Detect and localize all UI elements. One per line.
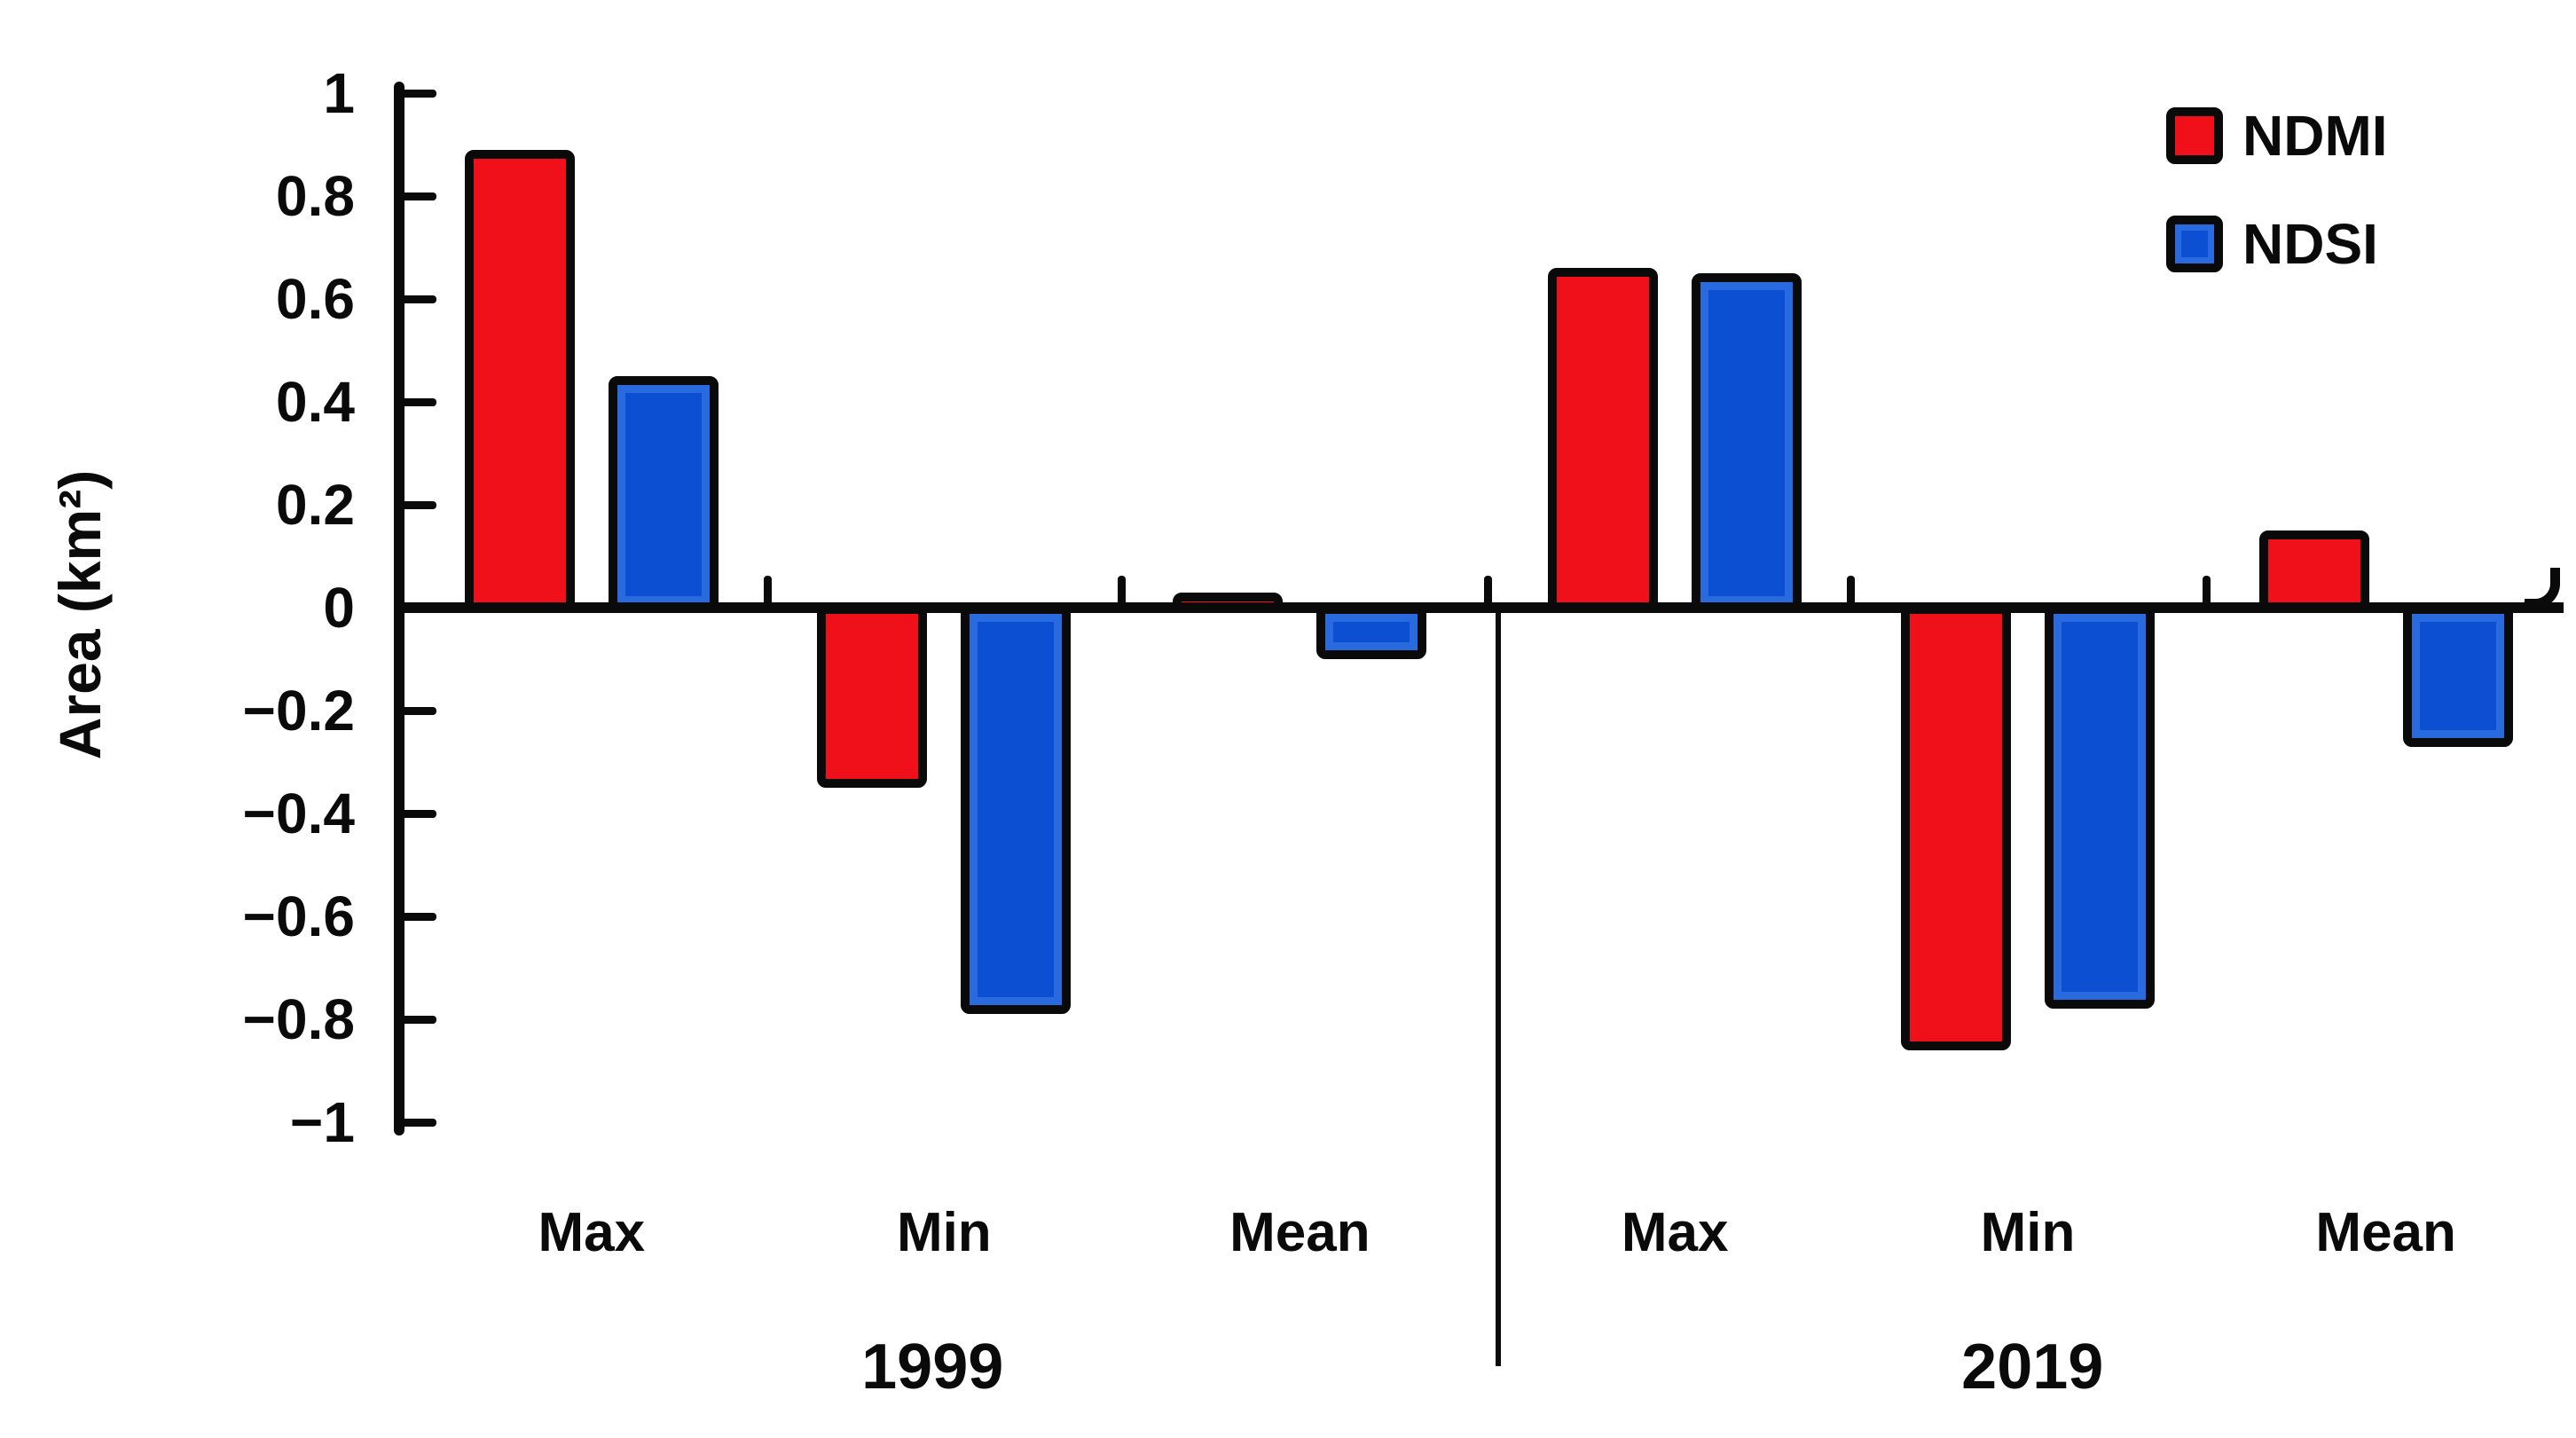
y-axis-tick	[399, 500, 436, 509]
y-axis-tick	[399, 809, 436, 818]
y-tick-label: 1	[323, 61, 355, 125]
y-tick-label: 0.2	[276, 473, 355, 537]
bar-ndmi-1999-min	[817, 605, 928, 788]
y-tick-label: −1	[290, 1090, 355, 1154]
bar-ndmi-1999-max	[464, 149, 575, 613]
bar-ndmi-2019-min	[1901, 605, 2012, 1050]
x-category-label-max-1999: Max	[538, 1202, 646, 1263]
x-category-label-mean-2019: Mean	[2315, 1202, 2456, 1263]
x-axis-tick	[1118, 576, 1127, 606]
x-category-label-mean-1999: Mean	[1229, 1202, 1370, 1263]
y-axis-tick	[399, 192, 436, 200]
bar-ndsi-2019-min	[2045, 605, 2156, 1010]
ndsi-legend-swatch	[2166, 216, 2223, 272]
bar-ndsi-1999-mean	[1316, 605, 1427, 659]
bar-ndmi-2019-max	[1548, 268, 1659, 613]
y-axis-tick	[399, 912, 436, 921]
y-axis-tick	[399, 1015, 436, 1024]
y-tick-label: 0.4	[276, 370, 355, 434]
x-category-label-min-1999: Min	[896, 1202, 992, 1263]
y-axis-title: Area (km²)	[47, 469, 113, 760]
year-group-divider-line	[1496, 602, 1501, 1366]
ndmi-legend-label: NDMI	[2242, 104, 2388, 168]
bar-ndsi-2019-max	[1692, 273, 1802, 613]
bar-ndsi-1999-max	[608, 376, 719, 613]
x-axis-tick	[763, 576, 772, 606]
year-group-label-1999: 1999	[861, 1332, 1004, 1403]
y-tick-label: −0.4	[242, 782, 355, 845]
legend-row-ndmi: NDMI	[2166, 105, 2388, 167]
x-axis-tick	[1847, 576, 1856, 606]
y-axis-tick	[399, 397, 436, 406]
y-tick-label: 0.6	[276, 267, 355, 331]
x-category-label-max-2019: Max	[1621, 1202, 1729, 1263]
y-axis-tick	[399, 295, 436, 303]
bar-ndsi-1999-min	[961, 605, 1072, 1015]
x-axis-baseline	[394, 602, 2564, 613]
legend-row-ndsi: NDSI	[2166, 213, 2388, 275]
ndsi-legend-label: NDSI	[2242, 212, 2378, 276]
year-group-label-2019: 2019	[1961, 1332, 2104, 1403]
y-axis-tick	[399, 89, 436, 98]
y-tick-label: 0	[323, 576, 355, 640]
x-axis-tick	[2202, 576, 2211, 606]
y-axis-tick	[399, 1118, 436, 1127]
bar-ndsi-2019-mean	[2402, 605, 2513, 747]
y-tick-label: 0.8	[276, 164, 355, 228]
bar-ndmi-2019-mean	[2258, 530, 2369, 613]
x-axis-tick	[1483, 576, 1492, 606]
y-tick-label: −0.2	[242, 679, 355, 743]
legend: NDMI NDSI	[2166, 105, 2388, 321]
ndmi-legend-swatch	[2166, 107, 2223, 164]
x-category-label-min-2019: Min	[1980, 1202, 2076, 1263]
y-tick-label: −0.6	[242, 884, 355, 948]
y-tick-label: −0.8	[242, 987, 355, 1051]
y-axis-tick	[399, 706, 436, 715]
